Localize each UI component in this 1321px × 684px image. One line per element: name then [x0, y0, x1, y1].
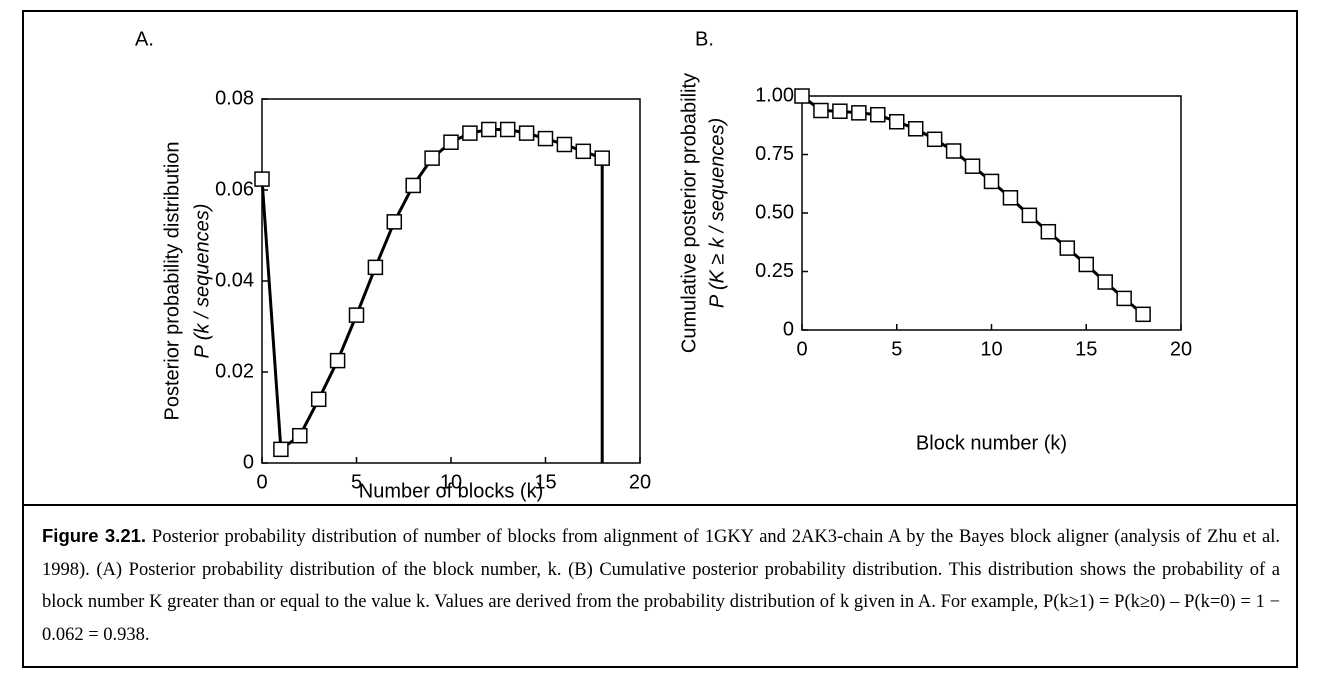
data-marker	[462, 125, 478, 141]
data-marker	[310, 391, 327, 408]
data-marker	[964, 158, 981, 174]
data-marker	[292, 427, 308, 444]
x-tick-label: 0	[256, 471, 267, 493]
y-tick-label: 0.04	[215, 269, 254, 291]
panel-label: A.	[135, 28, 154, 50]
y-tick-label: 0.02	[215, 360, 254, 382]
data-marker	[594, 150, 610, 166]
data-marker	[794, 88, 810, 104]
data-marker	[1059, 240, 1076, 256]
x-tick-label: 5	[891, 338, 902, 360]
data-marker	[405, 177, 421, 194]
y-axis-label: P (K ≥ k / sequences)	[706, 118, 728, 308]
data-marker	[907, 121, 924, 137]
data-marker	[1078, 256, 1094, 273]
y-tick-label: 0.50	[755, 201, 794, 223]
data-marker	[386, 214, 403, 230]
data-marker	[518, 125, 535, 141]
data-marker	[983, 173, 1000, 190]
data-marker	[1097, 274, 1113, 290]
panel-label: B.	[695, 28, 714, 50]
caption-rule	[22, 504, 1298, 506]
caption: Figure 3.21. Posterior probability distr…	[42, 520, 1280, 651]
x-tick-label: 20	[1170, 338, 1192, 360]
data-marker	[926, 131, 943, 148]
y-axis-label: Posterior probability distribution	[161, 141, 183, 420]
x-axis-label: Number of blocks (k)	[359, 480, 544, 502]
data-marker	[1021, 207, 1038, 224]
y-tick-label: 0.25	[755, 260, 794, 282]
charts: A. 0 5 10 15 20 0 0.02 0.04 0.06 0.08 Number of blo…	[135, 28, 1192, 502]
figure-frame	[22, 10, 1298, 668]
data-marker	[481, 121, 497, 138]
data-marker	[1040, 223, 1057, 240]
y-tick-label: 0.06	[215, 178, 254, 200]
data-marker	[575, 143, 592, 160]
data-marker	[1002, 190, 1019, 206]
x-tick-label: 15	[1075, 338, 1097, 360]
data-marker	[945, 143, 962, 159]
data-marker	[851, 105, 867, 121]
data-marker	[556, 136, 573, 153]
data-marker	[254, 171, 270, 187]
caption-label: Figure 3.21.	[42, 525, 147, 546]
data-marker	[1135, 306, 1151, 323]
caption-text: Posterior probability distribution of nu…	[42, 527, 1280, 645]
x-tick-label: 15	[534, 471, 556, 493]
x-tick-label: 10	[980, 338, 1002, 360]
data-marker	[329, 352, 346, 369]
y-tick-label: 0.08	[215, 87, 254, 109]
data-marker	[832, 103, 848, 119]
data-marker	[813, 102, 829, 119]
y-tick-label: 1.00	[755, 84, 794, 106]
data-marker	[537, 130, 554, 147]
x-tick-label: 20	[629, 471, 651, 493]
data-marker	[889, 113, 905, 130]
y-tick-label: 0.75	[755, 143, 794, 165]
data-marker	[348, 307, 365, 323]
x-tick-label: 10	[440, 471, 462, 493]
y-axis-label: Cumulative posterior probability	[678, 73, 700, 353]
data-marker	[443, 134, 459, 150]
y-tick-label: 0	[243, 451, 254, 473]
y-axis-label: P (k / sequences)	[191, 204, 213, 359]
data-line	[801, 94, 1145, 316]
x-tick-label: 0	[796, 338, 807, 360]
y-tick-label: 0	[783, 318, 794, 340]
data-marker	[499, 121, 516, 138]
data-marker	[424, 150, 440, 166]
data-marker	[870, 106, 886, 123]
x-tick-label: 5	[351, 471, 362, 493]
x-axis-label: Block number (k)	[916, 432, 1067, 454]
data-marker	[273, 441, 289, 458]
data-marker	[1116, 290, 1132, 307]
data-marker	[367, 259, 384, 276]
